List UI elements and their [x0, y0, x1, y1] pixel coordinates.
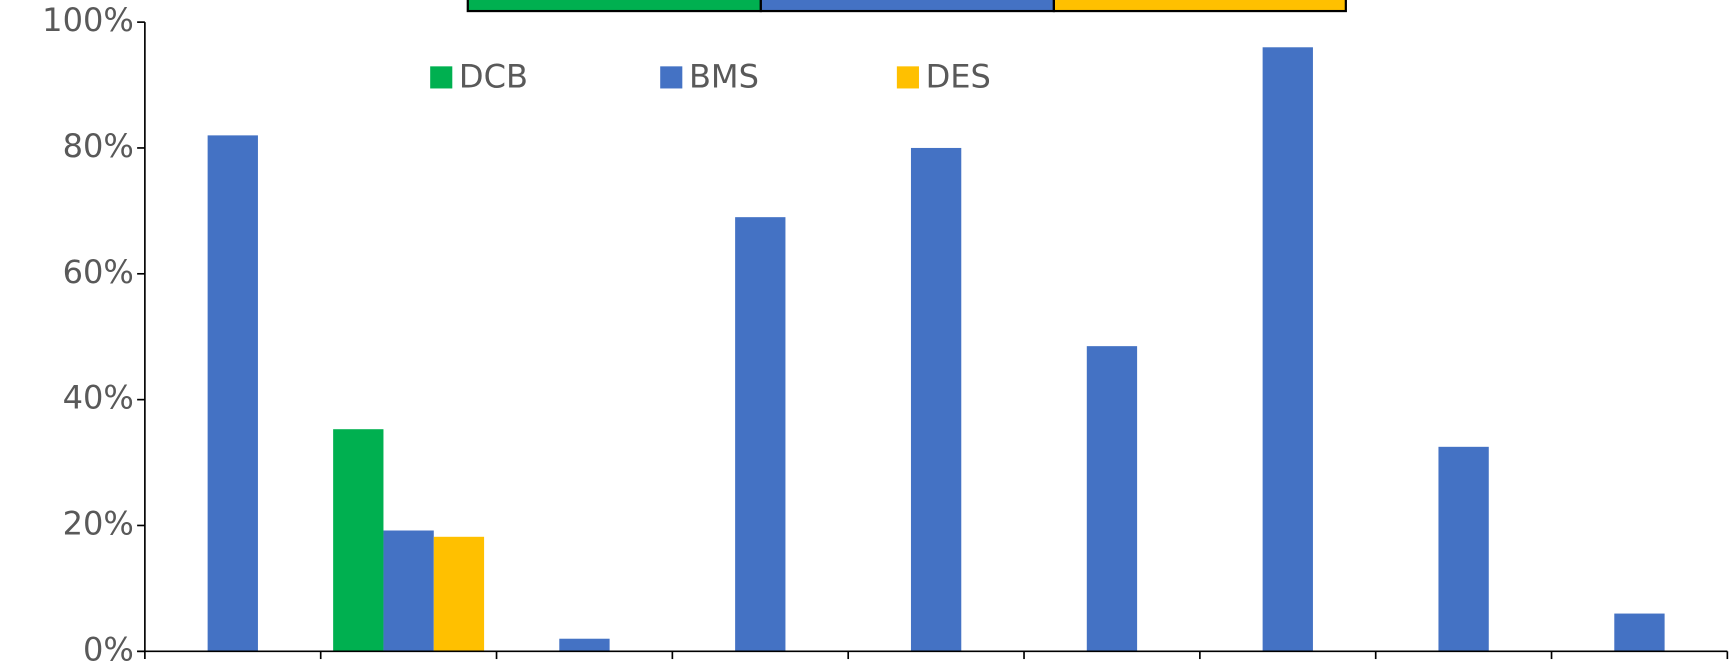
legend-swatch — [430, 66, 453, 89]
bar — [1614, 613, 1665, 652]
legend-swatch — [896, 66, 919, 89]
y-tick-label: 40% — [63, 379, 134, 417]
bar — [1262, 47, 1313, 652]
header-block — [1052, 0, 1347, 13]
bar — [207, 135, 258, 652]
y-tick-label: 20% — [63, 504, 134, 542]
bar — [1086, 346, 1138, 652]
bar — [433, 536, 485, 652]
legend-swatch — [660, 66, 683, 89]
y-tick-label: 0% — [83, 630, 134, 668]
bar — [383, 530, 434, 652]
bar — [1438, 446, 1489, 652]
header-block — [759, 0, 1055, 13]
legend-label: BMS — [689, 58, 759, 96]
bar — [333, 429, 384, 652]
bar — [910, 147, 962, 652]
y-tick-label: 60% — [63, 253, 134, 291]
y-tick-label: 80% — [63, 127, 134, 165]
bar — [559, 638, 610, 652]
legend-label: DCB — [459, 58, 528, 96]
y-tick-label: 100% — [42, 1, 134, 39]
bar — [735, 217, 786, 652]
header-block — [466, 0, 762, 13]
legend-label: DES — [926, 58, 991, 96]
